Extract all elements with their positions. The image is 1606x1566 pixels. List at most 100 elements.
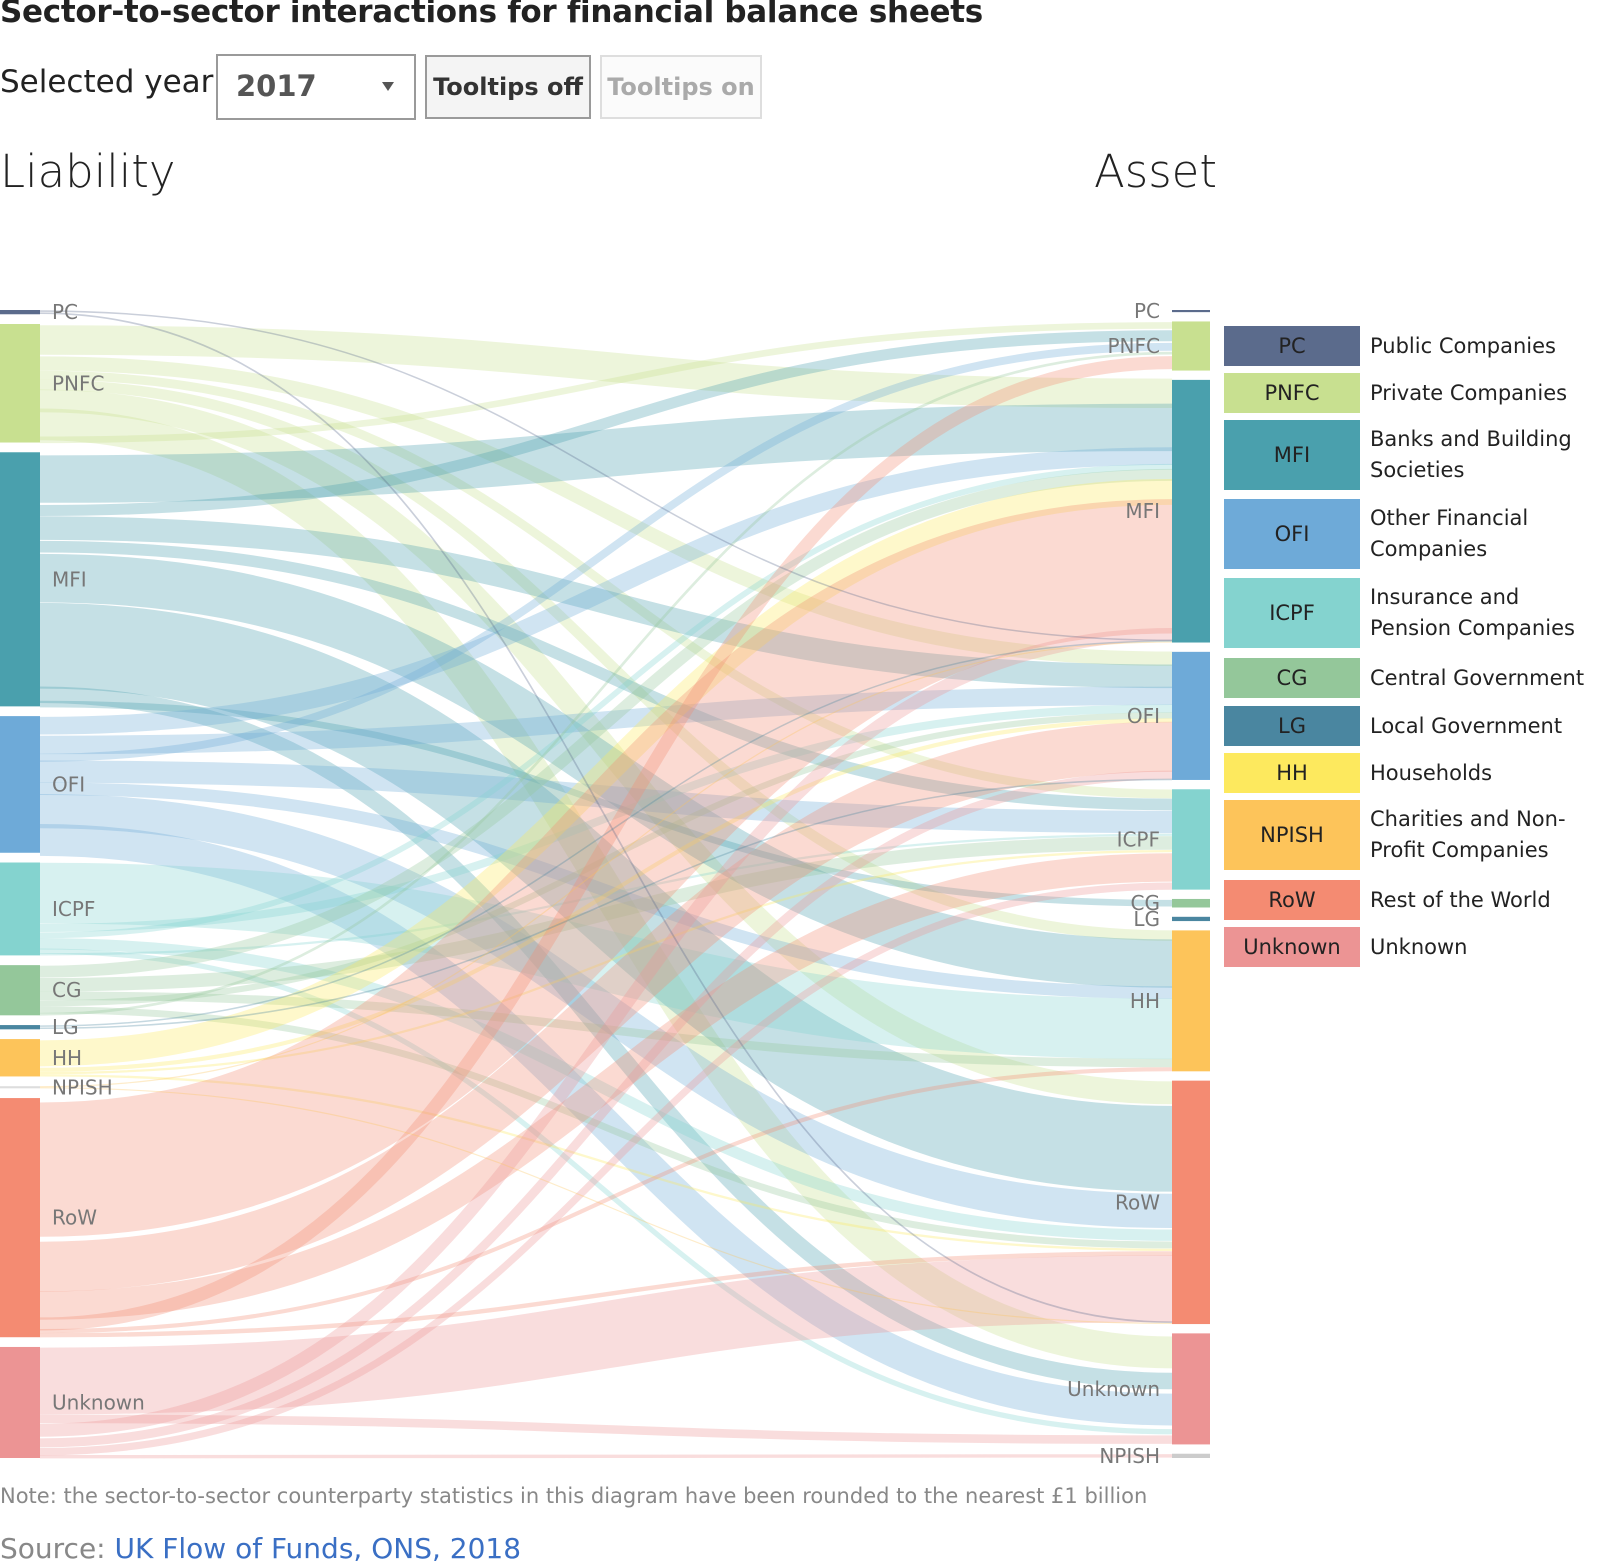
flow-mfi-to-pnfc[interactable] [39,330,1173,517]
tooltips-on-button[interactable]: Tooltips on [600,55,762,119]
asset-node-pc[interactable] [1172,310,1210,313]
liability-label-pnfc: PNFC [52,371,105,395]
flow-ofi-to-ofi[interactable] [39,686,1173,755]
flow-unknown-to-npish[interactable] [39,1454,1173,1459]
liability-node-unknown[interactable] [0,1346,40,1458]
flow-icpf-to-unknown[interactable] [39,948,1173,1435]
flow-unknown-to-mfi[interactable] [39,627,1173,1437]
flow-pnfc-to-unknown[interactable] [39,408,1173,1369]
liability-node-row[interactable] [0,1098,40,1338]
flow-pnfc-to-ofi[interactable] [39,356,1173,666]
asset-node-lg[interactable] [1172,916,1210,922]
flow-pnfc-to-pnfc[interactable] [39,322,1173,444]
asset-label-row: RoW [1115,1190,1160,1214]
flow-icpf-to-hh[interactable] [39,862,1173,1060]
liability-label-cg: CG [52,978,81,1002]
liability-node-npish[interactable] [0,1086,40,1089]
legend-label: Public Companies [1370,333,1556,358]
flow-ofi-to-mfi[interactable] [39,447,1173,735]
flow-pnfc-to-row[interactable] [39,389,1173,1105]
flow-icpf-to-mfi[interactable] [39,463,1173,939]
flow-unknown-to-ofi[interactable] [39,770,1173,1448]
flow-mfi-to-unknown[interactable] [39,686,1173,1390]
tooltips-off-button[interactable]: Tooltips off [425,55,591,119]
flow-ofi-to-hh[interactable] [39,782,1173,999]
flow-mfi-to-cg[interactable] [39,700,1173,907]
flow-pnfc-to-mfi[interactable] [39,325,1173,409]
flow-ofi-to-pnfc[interactable] [39,342,1173,762]
asset-node-mfi[interactable] [1172,379,1210,643]
asset-node-cg[interactable] [1172,898,1210,908]
liability-node-ofi[interactable] [0,716,40,853]
year-select[interactable]: 2017 [216,54,416,120]
liability-label-npish: NPISH [52,1075,113,1099]
flow-unknown-to-row[interactable] [39,1255,1173,1415]
flow-cg-to-ofi[interactable] [39,712,1173,1007]
flow-cg-to-pnfc[interactable] [39,351,1173,1016]
legend-swatch: LG [1224,706,1360,746]
flow-hh-to-mfi[interactable] [39,478,1173,1067]
flow-row-to-icpf[interactable] [39,853,1173,1320]
asset-node-row[interactable] [1172,1080,1210,1325]
note-text: Note: the sector-to-sector counterparty … [0,1484,1148,1508]
asset-node-pnfc[interactable] [1172,321,1210,371]
asset-label-icpf: ICPF [1117,827,1160,851]
flow-icpf-to-ofi[interactable] [39,704,1173,933]
asset-label-mfi: MFI [1125,499,1160,523]
flow-cg-to-mfi[interactable] [39,468,1173,978]
flow-ofi-to-icpf[interactable] [39,760,1173,834]
flow-icpf-to-row[interactable] [39,938,1173,1241]
liability-node-lg[interactable] [0,1025,40,1030]
flow-icpf-to-icpf[interactable] [39,833,1173,956]
liability-label-lg: LG [52,1015,79,1039]
flow-mfi-to-ofi[interactable] [39,516,1173,689]
legend-item-lg: LG Local Government [1224,706,1606,746]
flow-pnfc-to-hh[interactable] [39,379,1173,941]
flow-row-to-mfi[interactable] [39,499,1173,1237]
flow-pnfc-to-icpf[interactable] [39,370,1173,799]
flow-hh-to-row[interactable] [39,1074,1173,1251]
source-link[interactable]: UK Flow of Funds, ONS, 2018 [114,1532,522,1565]
liability-label-hh: HH [52,1046,82,1070]
asset-node-hh[interactable] [1172,930,1210,1072]
liability-node-mfi[interactable] [0,452,40,707]
liability-header: Liability [0,145,176,198]
flow-unknown-to-icpf[interactable] [39,882,1173,1456]
flow-unknown-to-unknown[interactable] [39,1414,1173,1444]
asset-node-unknown[interactable] [1172,1333,1210,1445]
flow-mfi-to-icpf[interactable] [39,540,1173,811]
liability-node-pc[interactable] [0,310,40,315]
liability-node-pnfc[interactable] [0,324,40,443]
flow-lg-to-ofi[interactable] [39,778,1173,1030]
flow-ofi-to-row[interactable] [39,793,1173,1229]
flow-mfi-to-row[interactable] [39,602,1173,1192]
flow-npish-to-mfi[interactable] [39,641,1173,1088]
flow-npish-to-row[interactable] [39,1087,1173,1325]
flow-hh-to-icpf[interactable] [39,849,1173,1075]
flow-mfi-to-hh[interactable] [39,553,1173,988]
liability-node-icpf[interactable] [0,862,40,956]
flow-cg-to-hh[interactable] [39,991,1173,1068]
asset-label-npish: NPISH [1099,1444,1160,1468]
flow-row-to-row[interactable] [39,1251,1173,1338]
flow-pc-to-mfi[interactable] [39,310,1173,642]
asset-node-icpf[interactable] [1172,789,1210,890]
flow-hh-to-ofi[interactable] [39,718,1173,1072]
legend-item-pc: PC Public Companies [1224,326,1606,366]
flow-ofi-to-unknown[interactable] [39,824,1173,1426]
legend-swatch: RoW [1224,880,1360,920]
asset-node-ofi[interactable] [1172,651,1210,780]
asset-node-npish[interactable] [1172,1453,1210,1458]
flow-row-to-pnfc[interactable] [39,356,1173,1331]
liability-node-cg[interactable] [0,965,40,1016]
liability-label-unknown: Unknown [52,1390,145,1414]
liability-node-hh[interactable] [0,1039,40,1077]
flow-row-to-hh[interactable] [39,1067,1173,1334]
flow-pc-to-row[interactable] [39,312,1173,1324]
flow-cg-to-row[interactable] [39,1006,1173,1249]
flow-cg-to-icpf[interactable] [39,836,1173,992]
legend-label: Local Government [1370,713,1563,738]
flow-lg-to-mfi[interactable] [39,640,1173,1027]
flow-row-to-ofi[interactable] [39,721,1173,1292]
flow-mfi-to-mfi[interactable] [39,403,1173,503]
